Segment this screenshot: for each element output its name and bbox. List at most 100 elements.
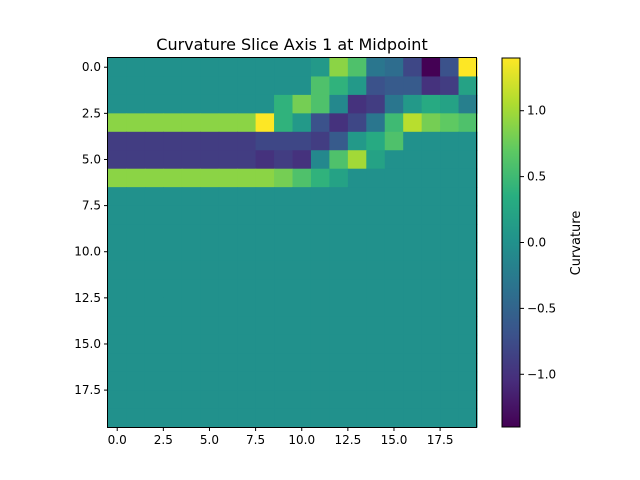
heatmap-cell	[163, 334, 183, 354]
heatmap-cell	[237, 76, 257, 96]
heatmap-cell	[421, 353, 441, 373]
heatmap-cell	[237, 187, 257, 207]
heatmap-cell	[458, 334, 478, 354]
heatmap-cell	[181, 131, 201, 151]
heatmap-cell	[403, 371, 423, 391]
heatmap-cell	[237, 242, 257, 262]
heatmap-cell	[144, 58, 164, 78]
heatmap-cell	[181, 113, 201, 133]
heatmap-cell	[458, 205, 478, 225]
heatmap-cell	[181, 279, 201, 299]
heatmap-cell	[421, 205, 441, 225]
heatmap-cell	[366, 297, 386, 317]
heatmap-cell	[274, 76, 294, 96]
heatmap-cell	[440, 408, 460, 428]
heatmap-cell	[440, 76, 460, 96]
heatmap-cell	[181, 316, 201, 336]
x-tick-label: 15.0	[381, 433, 408, 447]
heatmap-cell	[310, 371, 330, 391]
heatmap-cell	[366, 371, 386, 391]
y-axis: 0.0 2.5 5.0 7.5 10.0 12.5 15.0 17.5	[74, 60, 108, 397]
colorbar-tick-label: −1.0	[527, 367, 556, 381]
heatmap-cell	[421, 242, 441, 262]
heatmap-cell	[310, 94, 330, 114]
heatmap-cell	[237, 94, 257, 114]
heatmap-cell	[218, 408, 238, 428]
heatmap-cell	[144, 76, 164, 96]
heatmap-cell	[108, 113, 128, 133]
heatmap-cell	[384, 131, 404, 151]
heatmap-cell	[366, 168, 386, 188]
heatmap-cell	[329, 94, 349, 114]
heatmap-cell	[458, 242, 478, 262]
heatmap-cell	[366, 408, 386, 428]
heatmap-cell	[255, 297, 275, 317]
heatmap-cell	[181, 371, 201, 391]
heatmap-cell	[329, 113, 349, 133]
heatmap-cell	[292, 297, 312, 317]
heatmap-cell	[292, 150, 312, 170]
heatmap-cell	[458, 316, 478, 336]
heatmap-cell	[310, 334, 330, 354]
heatmap-cell	[458, 58, 478, 78]
heatmap-cell	[458, 224, 478, 244]
heatmap-cell	[292, 408, 312, 428]
heatmap-cell	[163, 76, 183, 96]
heatmap-cell	[366, 187, 386, 207]
heatmap-cell	[458, 297, 478, 317]
heatmap-cell	[292, 187, 312, 207]
heatmap-cell	[200, 408, 220, 428]
heatmap-cell	[384, 205, 404, 225]
y-tick-label: 5.0	[82, 152, 101, 166]
heatmap-cell	[440, 371, 460, 391]
x-tick-label: 12.5	[334, 433, 361, 447]
heatmap-cell	[292, 94, 312, 114]
heatmap-cell	[163, 316, 183, 336]
heatmap-cell	[310, 168, 330, 188]
heatmap-cell	[144, 113, 164, 133]
heatmap-cell	[126, 316, 146, 336]
heatmap-cell	[440, 150, 460, 170]
y-tick-label: 15.0	[74, 337, 101, 351]
heatmap-cell	[292, 131, 312, 151]
heatmap-cell	[163, 408, 183, 428]
heatmap-cell	[237, 297, 257, 317]
heatmap-cell	[403, 353, 423, 373]
heatmap-cell	[181, 76, 201, 96]
heatmap-cell	[108, 205, 128, 225]
heatmap-cell	[108, 316, 128, 336]
heatmap-cell	[458, 353, 478, 373]
heatmap-cell	[126, 297, 146, 317]
heatmap-cell	[200, 58, 220, 78]
heatmap-cell	[163, 168, 183, 188]
heatmap-cell	[200, 297, 220, 317]
heatmap-cell	[329, 224, 349, 244]
heatmap-cell	[329, 390, 349, 410]
heatmap-cell	[440, 260, 460, 280]
heatmap-cell	[181, 408, 201, 428]
heatmap-cell	[403, 76, 423, 96]
y-tick-label: 10.0	[74, 245, 101, 259]
heatmap-cell	[384, 390, 404, 410]
heatmap-cell	[458, 168, 478, 188]
colorbar-tick-label: −0.5	[527, 301, 556, 315]
heatmap-cell	[163, 297, 183, 317]
heatmap-cell	[329, 297, 349, 317]
heatmap-cell	[274, 260, 294, 280]
heatmap-cell	[440, 316, 460, 336]
colorbar	[501, 57, 521, 428]
heatmap-cell	[200, 205, 220, 225]
heatmap-cell	[181, 94, 201, 114]
heatmap-cell	[329, 371, 349, 391]
heatmap-cell	[403, 113, 423, 133]
heatmap-cell	[218, 279, 238, 299]
heatmap-cell	[108, 279, 128, 299]
heatmap-cell	[126, 224, 146, 244]
heatmap-cell	[108, 131, 128, 151]
heatmap-cell	[403, 316, 423, 336]
heatmap-cell	[144, 168, 164, 188]
heatmap-cell	[329, 242, 349, 262]
heatmap-cell	[440, 224, 460, 244]
heatmap-cell	[200, 94, 220, 114]
heatmap-cell	[384, 260, 404, 280]
